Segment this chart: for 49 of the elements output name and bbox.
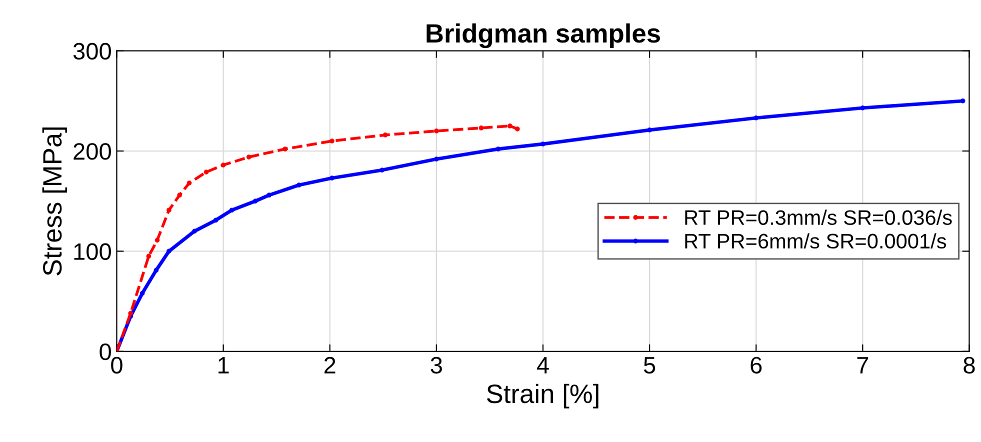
point	[266, 192, 272, 198]
point	[282, 146, 288, 152]
point	[154, 238, 160, 243]
point	[154, 268, 159, 273]
x-tick-label: 4	[536, 357, 549, 374]
x-tick-label: 2	[324, 356, 336, 374]
point	[140, 290, 145, 296]
point	[146, 254, 152, 259]
x-tick-label: 6	[750, 356, 762, 374]
point	[166, 248, 172, 254]
point	[128, 310, 134, 316]
legend-label: RT PR=6mm/s SR=0.0001/s	[685, 233, 946, 249]
x-axis-title: Strain [%]	[486, 384, 598, 408]
point	[478, 126, 484, 130]
point	[220, 162, 226, 168]
point	[434, 156, 439, 162]
y-tick-label: 100	[74, 243, 111, 260]
point	[186, 180, 192, 186]
point	[380, 168, 385, 172]
point	[213, 218, 218, 223]
point	[434, 128, 439, 134]
point	[192, 228, 197, 234]
point	[204, 170, 209, 174]
point	[229, 208, 234, 213]
point	[330, 138, 334, 144]
x-tick-label: 5	[644, 357, 656, 374]
y-axis-title: Stress [MPa]	[42, 127, 67, 276]
point	[508, 124, 512, 128]
point	[252, 198, 258, 204]
x-tick-label: 1	[218, 357, 229, 374]
x-tick-label: 3	[430, 356, 442, 374]
point	[647, 128, 652, 132]
point	[514, 126, 520, 132]
y-tick-label: 300	[73, 42, 111, 60]
point	[296, 182, 302, 188]
legend-label: RT PR=0.3mm/s SR=0.036/s	[685, 210, 952, 225]
point	[246, 154, 252, 160]
point	[754, 116, 759, 120]
point	[177, 192, 182, 198]
x-tick-label: 0	[111, 356, 122, 374]
x-tick-label: 8	[964, 356, 975, 374]
y-tick-label: 200	[74, 143, 111, 160]
point	[382, 132, 388, 138]
x-tick-label: 7	[857, 357, 868, 374]
point	[540, 142, 546, 146]
chart-title: Bridgman samples	[426, 23, 660, 48]
y-tick-label: 0	[100, 343, 111, 360]
point	[330, 176, 334, 180]
point	[166, 208, 172, 213]
